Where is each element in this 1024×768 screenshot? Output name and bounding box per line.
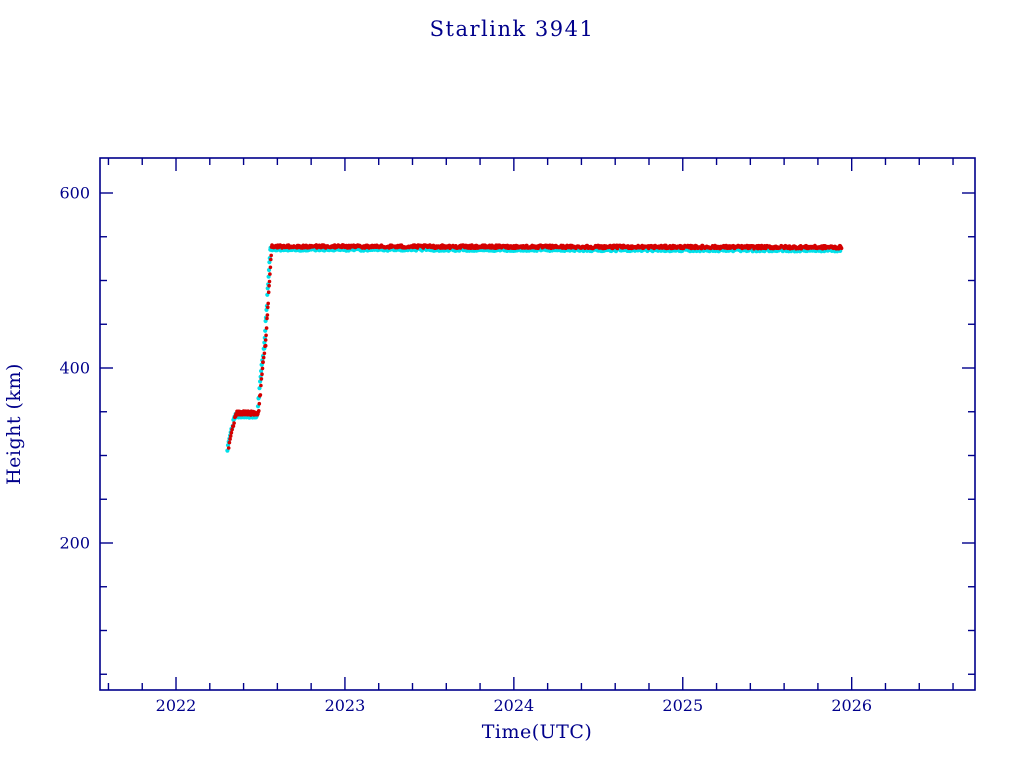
x-tick-label: 2026 (831, 696, 872, 715)
x-tick-label: 2022 (156, 696, 197, 715)
x-tick-label: 2024 (493, 696, 534, 715)
data-point-observed-track (257, 409, 261, 413)
data-point-observed-track (261, 355, 266, 360)
y-axis-label: Height (km) (3, 363, 25, 485)
data-point-observed-track (259, 383, 263, 388)
data-point-observed-track (839, 246, 844, 251)
data-point-observed-track (262, 351, 267, 356)
chart-title: Starlink 3941 (430, 17, 595, 41)
data-point-observed-track (230, 427, 234, 432)
data-point-observed-track (269, 257, 273, 262)
data-point-observed-track (267, 279, 272, 284)
data-point-observed-track (269, 253, 274, 258)
data-point-observed-track (258, 393, 263, 397)
data-point-observed-track (257, 401, 262, 406)
y-tick-label: 600 (59, 184, 90, 203)
data-point-observed-track (232, 421, 236, 425)
data-point-observed-track (266, 290, 271, 295)
data-point-observed-track (265, 316, 269, 321)
x-tick-label: 2023 (325, 696, 366, 715)
data-point-observed-track (263, 343, 268, 348)
data-point-observed-track (266, 305, 270, 310)
data-point-observed-track (268, 265, 273, 270)
data-point-observed-track (268, 272, 272, 276)
data-point-observed-track (260, 366, 265, 371)
data-point-observed-track (263, 338, 268, 342)
data-point-observed-track (231, 424, 236, 428)
y-tick-label: 200 (59, 534, 90, 553)
data-point-observed-track (228, 437, 232, 441)
data-point-observed-track (260, 372, 264, 377)
data-point-observed-track (227, 440, 232, 445)
data-point-observed-track (266, 301, 271, 306)
y-tick-label: 400 (59, 359, 90, 378)
x-tick-label: 2025 (662, 696, 703, 715)
plot-frame (99, 157, 976, 691)
data-point-observed-track (265, 313, 270, 317)
data-point-observed-track (259, 377, 264, 381)
data-point-observed-track (228, 434, 233, 438)
data-point-observed-track (264, 326, 269, 330)
data-point-observed-track (264, 333, 268, 338)
data-point-observed-track (226, 446, 231, 450)
data-point-observed-track (229, 430, 234, 435)
data-point-observed-track (261, 360, 265, 365)
data-point-observed-track (267, 283, 271, 288)
x-axis-label: Time(UTC) (482, 721, 593, 743)
